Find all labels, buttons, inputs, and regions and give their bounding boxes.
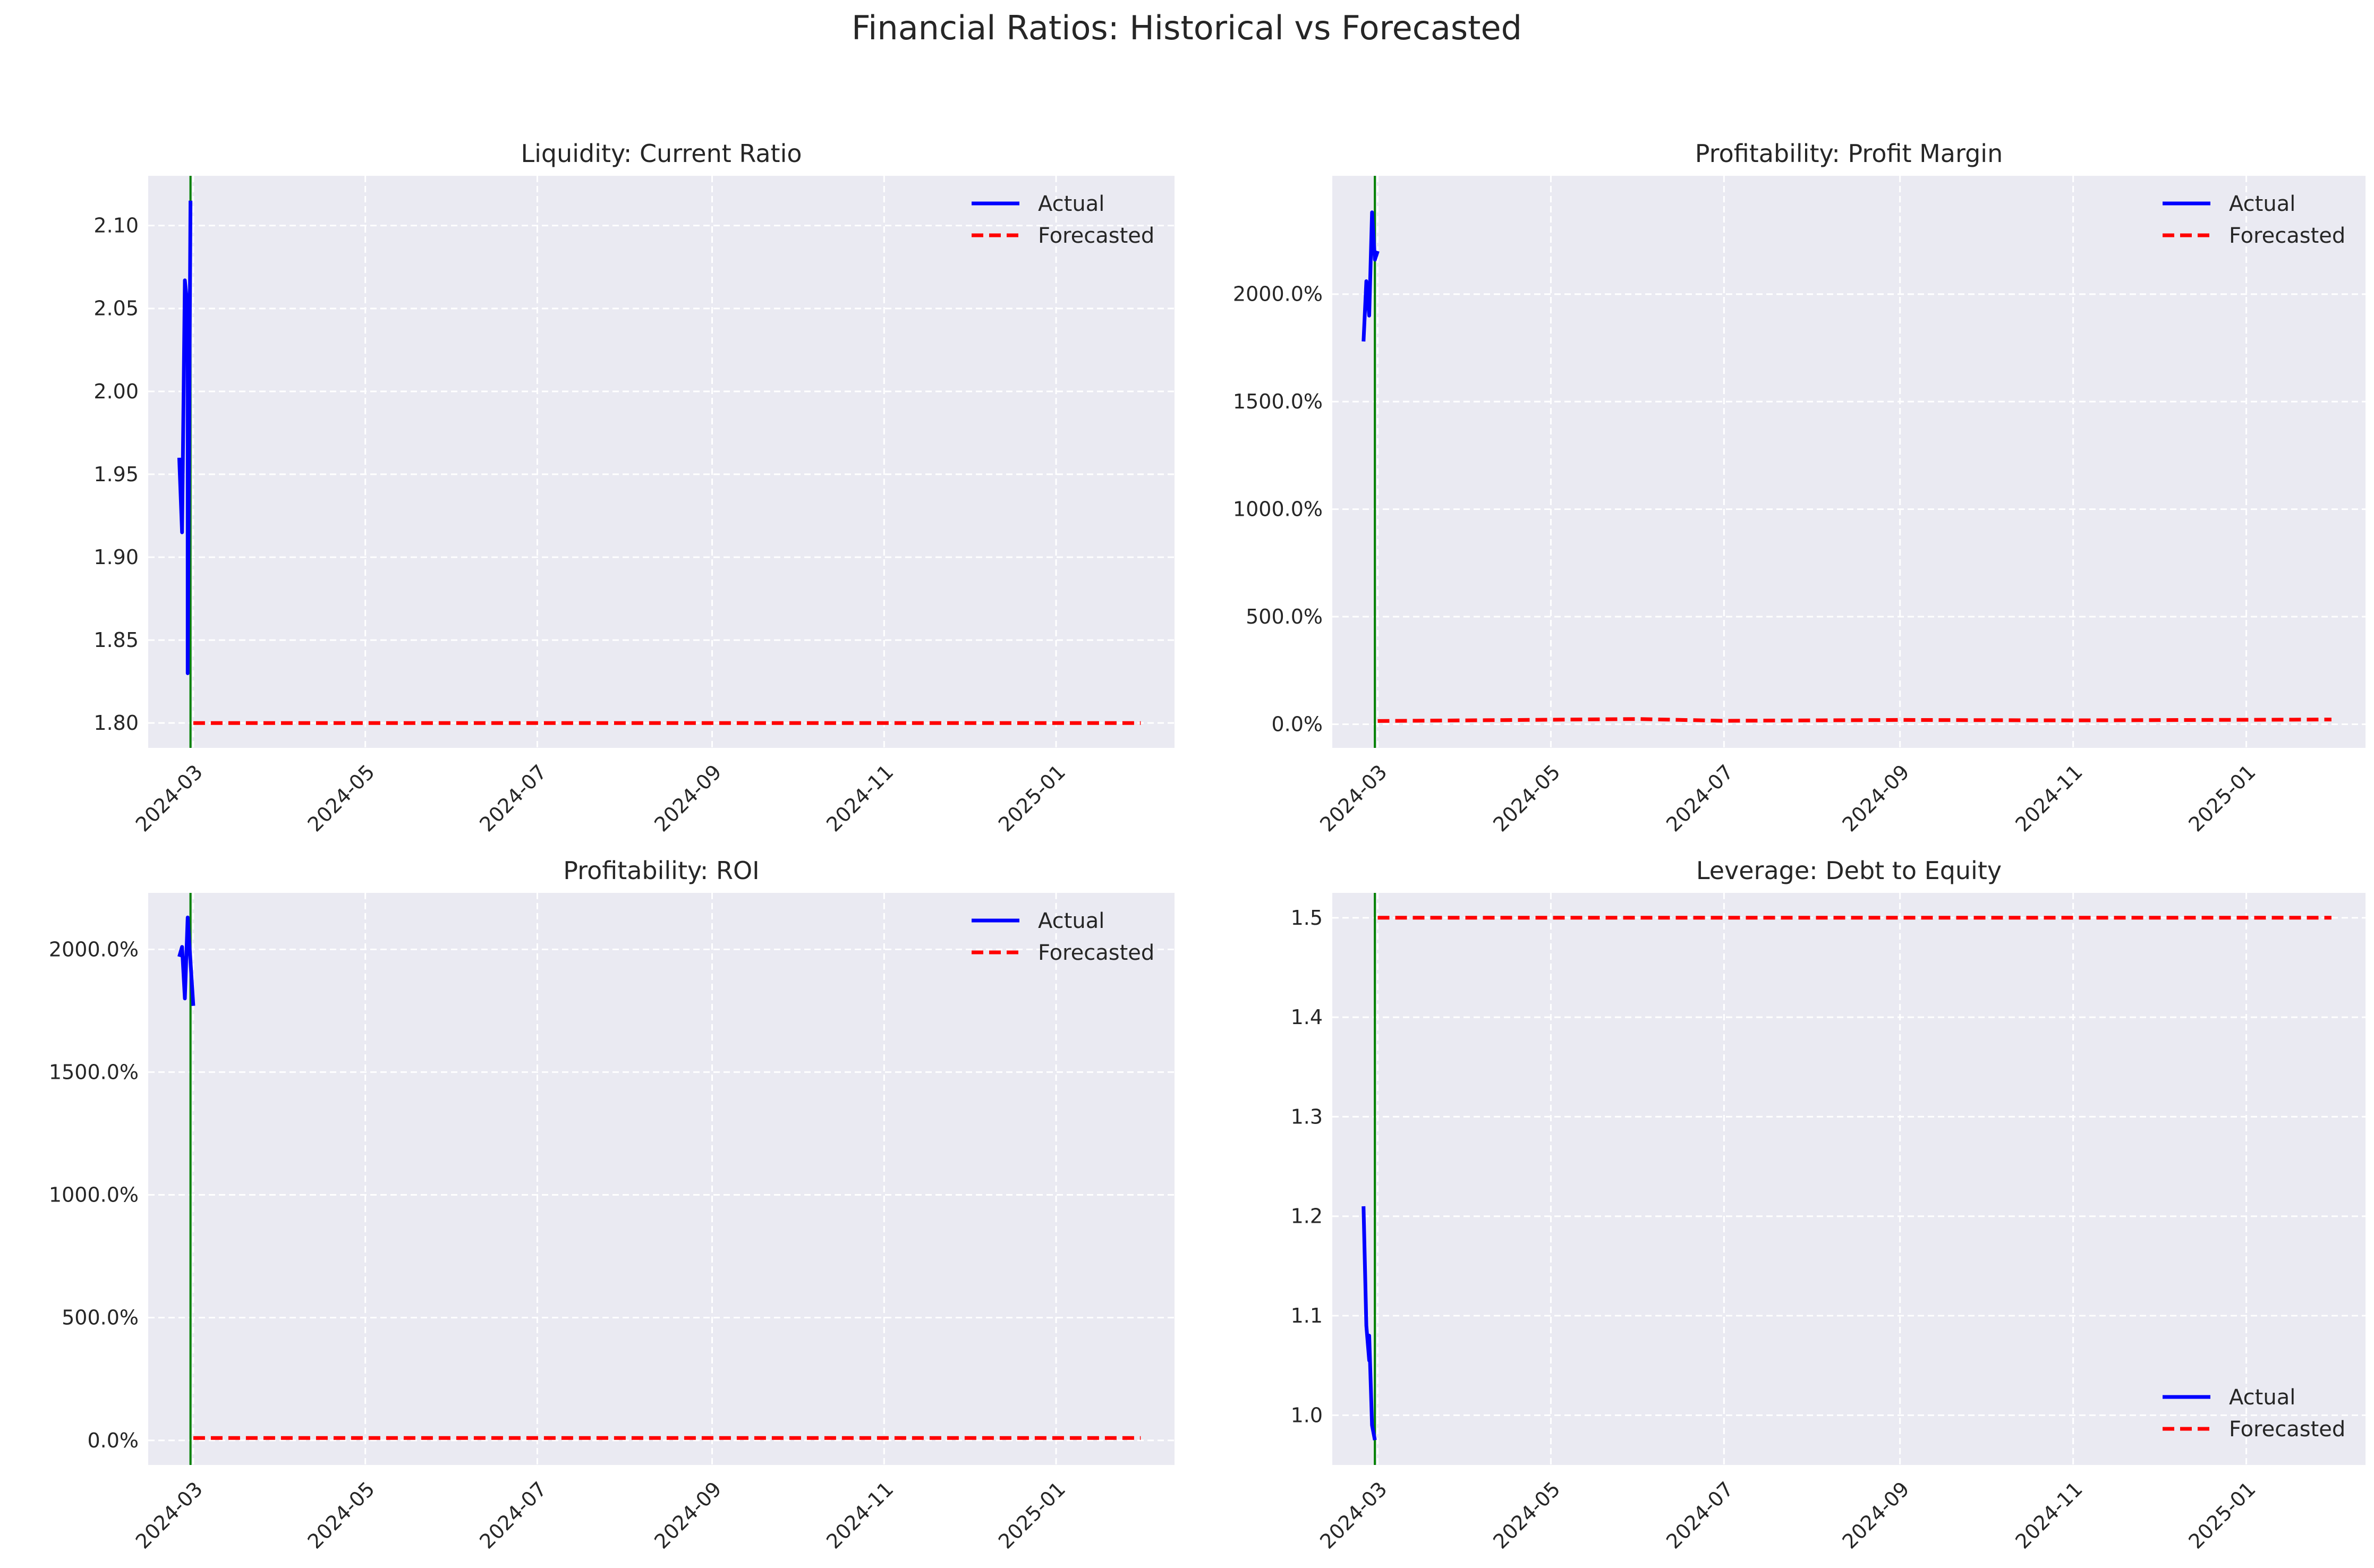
- x-tick-label: 2024-11: [2011, 1477, 2087, 1553]
- y-tick-label: 2.00: [93, 380, 139, 403]
- x-tick-label: 2025-01: [994, 1477, 1070, 1553]
- x-tick-label: 2024-05: [1488, 1477, 1564, 1553]
- y-tick-label: 1.95: [93, 463, 139, 486]
- y-tick-label: 1.5: [1291, 906, 1323, 930]
- x-tick-label: 2024-03: [131, 1477, 207, 1553]
- plot-area: [1332, 893, 2366, 1465]
- plot-area: [1332, 176, 2366, 748]
- legend-label: Actual: [2229, 1385, 2295, 1410]
- x-tick-label: 2024-07: [1662, 760, 1738, 836]
- y-tick-label: 1.3: [1291, 1105, 1323, 1128]
- legend-label: Actual: [1038, 909, 1104, 933]
- x-tick-label: 2024-11: [822, 760, 898, 836]
- x-tick-label: 2024-07: [475, 1477, 551, 1553]
- legend-label: Actual: [2229, 192, 2295, 216]
- panel-3: Profitability: ROI 0.0% 500.0% 1000.0% 1500.…: [49, 856, 1175, 1553]
- legend: Actual Forecasted: [972, 909, 1154, 965]
- y-tick-label: 2.10: [93, 214, 139, 237]
- legend: Actual Forecasted: [972, 192, 1154, 248]
- x-tick-label: 2024-09: [1837, 1477, 1913, 1553]
- y-tick-label: 1.90: [93, 546, 139, 569]
- actual-series-line: [1362, 210, 1380, 342]
- y-tick-label: 0.0%: [1271, 712, 1323, 736]
- y-tick-label: 1000.0%: [49, 1183, 139, 1207]
- legend-label: Forecasted: [1038, 941, 1154, 965]
- panel-1: Liquidity: Current Ratio 1.80 1.85 1.90 1.95…: [93, 139, 1175, 836]
- legend-label: Forecasted: [1038, 224, 1154, 248]
- legend: Actual Forecasted: [2163, 192, 2345, 248]
- x-tick-label: 2025-01: [2184, 760, 2260, 836]
- y-tick-label: 1500.0%: [49, 1060, 139, 1084]
- panel-4: Leverage: Debt to Equity 1.0 1.1 1.2 1.3 1.4 1…: [1291, 856, 2366, 1553]
- y-tick-label: 500.0%: [62, 1306, 139, 1330]
- actual-series-line: [177, 200, 193, 675]
- actual-series-line: [1362, 1206, 1377, 1441]
- y-tick-label: 1.0: [1291, 1403, 1323, 1427]
- panel-title: Profitability: ROI: [563, 856, 759, 885]
- x-tick-label: 2024-03: [131, 760, 207, 836]
- x-tick-label: 2024-11: [822, 1477, 898, 1553]
- x-tick-label: 2024-05: [303, 760, 379, 836]
- y-tick-label: 2000.0%: [49, 938, 139, 961]
- x-tick-label: 2025-01: [994, 760, 1070, 836]
- y-tick-label: 1.80: [93, 711, 139, 735]
- y-tick-label: 500.0%: [1246, 605, 1323, 628]
- y-tick-label: 1000.0%: [1233, 498, 1323, 521]
- x-tick-label: 2024-05: [1488, 760, 1564, 836]
- x-tick-label: 2024-09: [650, 1477, 726, 1553]
- x-tick-label: 2025-01: [2184, 1477, 2260, 1553]
- panel-title: Leverage: Debt to Equity: [1696, 856, 2002, 885]
- panel-title: Profitability: Profit Margin: [1695, 139, 2003, 168]
- plot-area: [148, 176, 1175, 748]
- x-tick-label: 2024-11: [2011, 760, 2087, 836]
- x-tick-label: 2024-09: [1837, 760, 1913, 836]
- panel-title: Liquidity: Current Ratio: [521, 139, 802, 168]
- legend: Actual Forecasted: [2163, 1385, 2345, 1442]
- y-tick-label: 1.1: [1291, 1304, 1323, 1327]
- x-tick-label: 2024-05: [303, 1477, 379, 1553]
- y-tick-label: 2000.0%: [1233, 283, 1323, 306]
- x-tick-label: 2024-03: [1315, 1477, 1391, 1553]
- plot-area: [148, 893, 1175, 1465]
- figure-title: Financial Ratios: Historical vs Forecast…: [852, 8, 1522, 47]
- legend-label: Forecasted: [2229, 1417, 2345, 1442]
- y-tick-label: 1500.0%: [1233, 390, 1323, 413]
- y-tick-label: 1.4: [1291, 1005, 1323, 1029]
- panel-2: Profitability: Profit Margin 0.0% 500.0% 10…: [1233, 139, 2366, 836]
- y-tick-label: 2.05: [93, 297, 139, 320]
- y-tick-label: 0.0%: [87, 1429, 139, 1452]
- forecast-series-line: [1377, 717, 2332, 723]
- y-tick-label: 1.85: [93, 628, 139, 652]
- x-tick-label: 2024-07: [1662, 1477, 1738, 1553]
- x-tick-label: 2024-07: [475, 760, 551, 836]
- y-tick-label: 1.2: [1291, 1205, 1323, 1228]
- legend-label: Actual: [1038, 192, 1104, 216]
- actual-series-line: [177, 915, 195, 1006]
- x-tick-label: 2024-03: [1315, 760, 1391, 836]
- x-tick-label: 2024-09: [650, 760, 726, 836]
- legend-label: Forecasted: [2229, 224, 2345, 248]
